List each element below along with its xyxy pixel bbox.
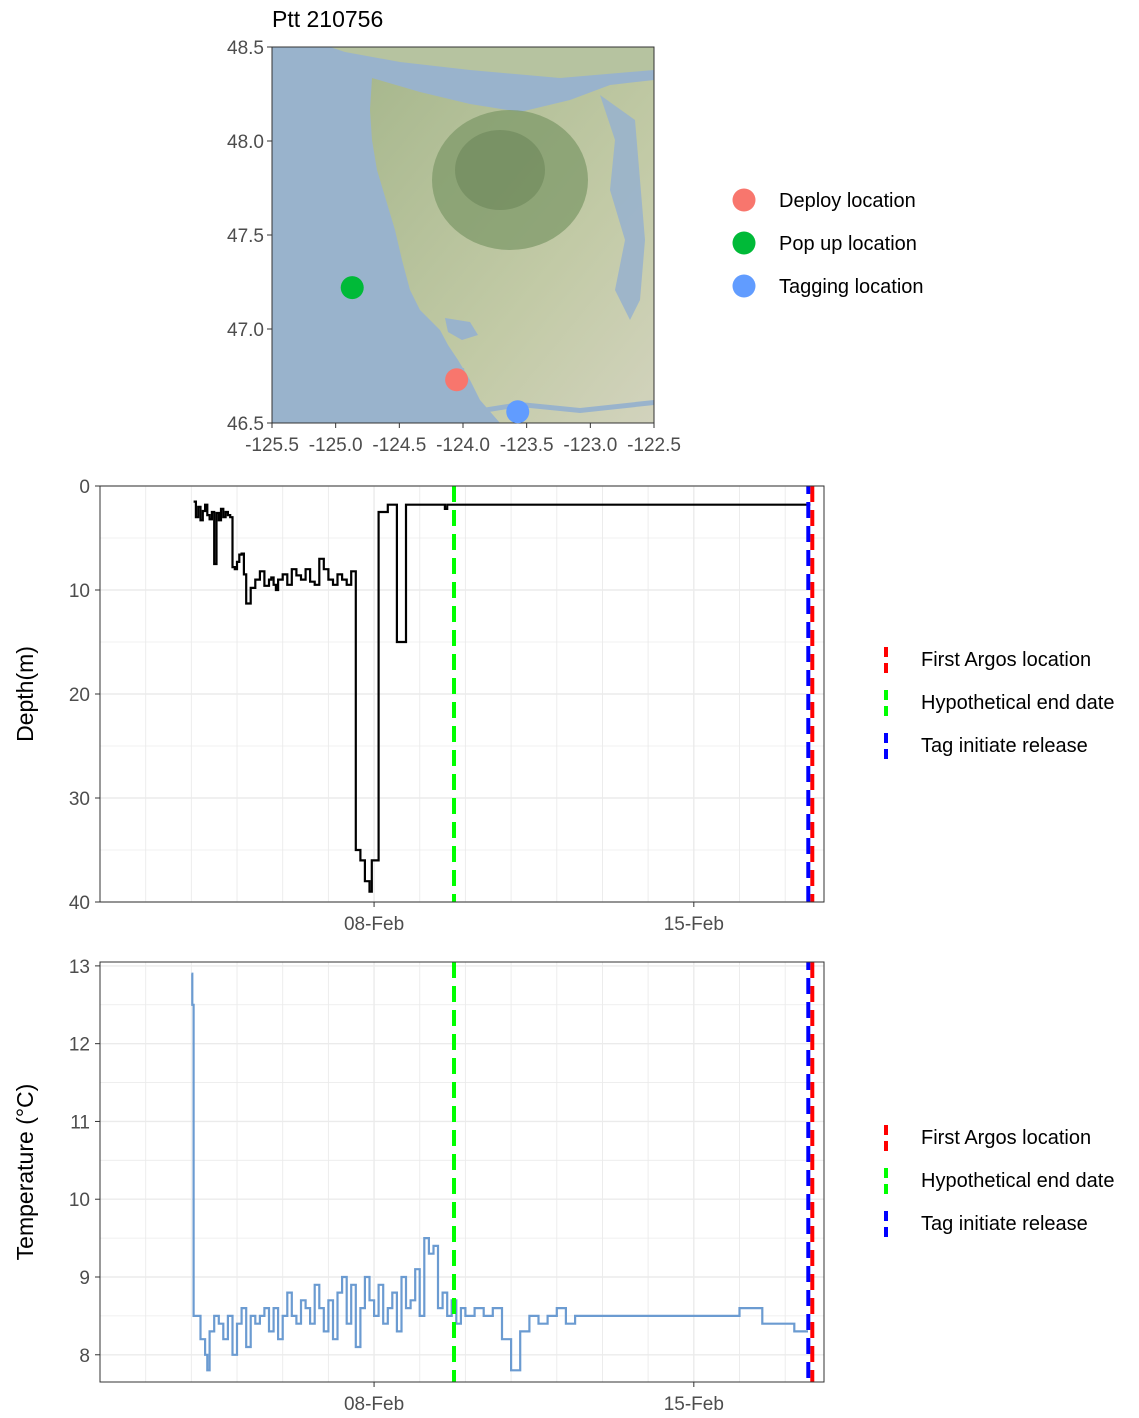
temperature-x-axis: 08-Feb 15-Feb (344, 1382, 724, 1415)
y-tick-label: 13 (69, 957, 90, 978)
x-tick-label: 08-Feb (344, 1394, 404, 1415)
map-legend-label: Pop up location (779, 233, 917, 255)
map-x-tick-label: -124.5 (372, 435, 426, 456)
map-y-axis: 46.5 47.0 47.5 48.0 48.5 (227, 38, 272, 435)
temperature-series-line (191, 972, 808, 1372)
legend-label: First Argos location (921, 1127, 1091, 1149)
y-tick-label: 40 (69, 893, 90, 914)
x-tick-label: 15-Feb (664, 914, 724, 935)
y-tick-label: 8 (79, 1346, 90, 1367)
map-x-axis: -125.5 -125.0 -124.5 -124.0 -123.5 -123.0 -122… (245, 423, 681, 456)
legend-label: Hypothetical end date (921, 692, 1114, 714)
map-legend-key (732, 274, 756, 298)
map-panel: Ptt 210756 46.547.047.548.048.5 -125.5 -1… (227, 6, 924, 456)
y-tick-label: 10 (69, 1190, 90, 1211)
map-y-tick-label: 48.5 (227, 38, 264, 59)
map-background (272, 47, 654, 423)
map-x-tick-label: -125.5 (245, 435, 299, 456)
map-point (506, 400, 530, 424)
map-legend-key (732, 231, 756, 255)
map-legend: Deploy location Pop up location Tagging lo… (732, 188, 924, 298)
depth-vlines (452, 486, 815, 902)
map-y-tick-label: 47.5 (227, 226, 264, 247)
map-title: Ptt 210756 (272, 6, 383, 32)
x-tick-label: 15-Feb (664, 1394, 724, 1415)
legend-label: Tag initiate release (921, 1213, 1088, 1235)
legend-label: Hypothetical end date (921, 1170, 1114, 1192)
x-tick-label: 08-Feb (344, 914, 404, 935)
y-tick-label: 9 (79, 1268, 90, 1289)
temperature-legend: First Argos location Hypothetical end dat… (884, 1125, 1114, 1237)
y-tick-label: 0 (79, 477, 90, 498)
map-x-tick-label: -123.0 (563, 435, 617, 456)
map-legend-label: Tagging location (779, 276, 924, 298)
map-legend-key (732, 188, 756, 212)
depth-panel: 0 10 20 30 40 08-Feb 15-Feb Depth(m) First Ar… (12, 477, 1114, 935)
map-y-tick-label: 46.5 (227, 414, 264, 435)
y-tick-label: 20 (69, 685, 90, 706)
y-tick-label: 11 (70, 1112, 90, 1133)
map-x-tick-label: -124.0 (436, 435, 490, 456)
y-tick-label: 12 (69, 1035, 90, 1056)
legend-label: Tag initiate release (921, 735, 1088, 757)
map-points (340, 276, 530, 424)
temperature-panel: 8 9 10 11 12 13 08-Feb 15-Feb Temperature (°C)… (12, 957, 1114, 1415)
depth-x-axis: 08-Feb 15-Feb (344, 902, 724, 935)
map-y-tick-label: 47.0 (227, 320, 264, 341)
map-point (340, 276, 364, 300)
temperature-ylabel: Temperature (°C) (12, 1084, 38, 1261)
legend-label: First Argos location (921, 649, 1091, 671)
temperature-y-axis: 8 9 10 11 12 13 (69, 957, 100, 1367)
temperature-vlines (452, 962, 815, 1382)
map-point (445, 368, 469, 392)
map-x-tick-label: -123.5 (500, 435, 554, 456)
depth-ylabel: Depth(m) (12, 646, 38, 742)
temperature-border (99, 961, 825, 1383)
map-y-tick-label: 48.0 (227, 132, 264, 153)
map-legend-label: Deploy location (779, 190, 916, 212)
y-tick-label: 10 (69, 581, 90, 602)
depth-legend: First Argos location Hypothetical end dat… (884, 647, 1114, 759)
depth-y-axis: 0 10 20 30 40 (69, 477, 100, 914)
depth-series-line (193, 500, 811, 893)
map-x-tick-label: -122.5 (627, 435, 681, 456)
y-tick-label: 30 (69, 789, 90, 810)
map-x-tick-label: -125.0 (309, 435, 363, 456)
